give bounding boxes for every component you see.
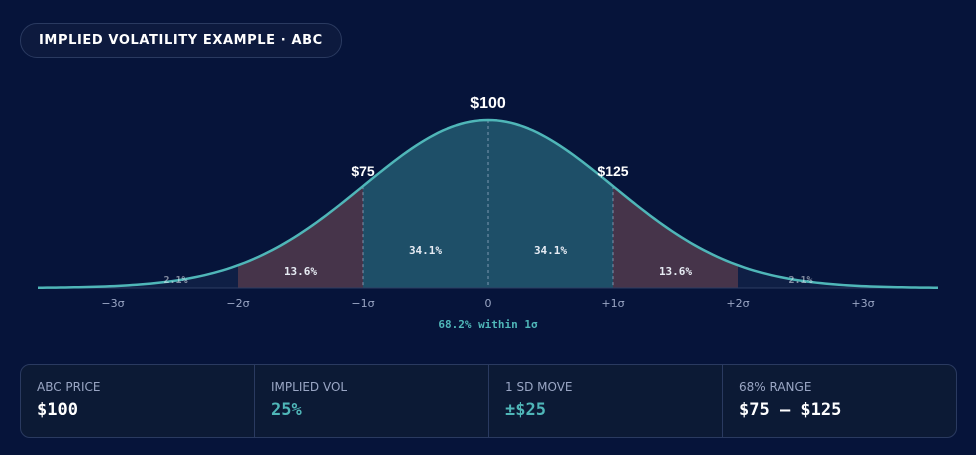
x-tick-label-2: −1σ — [351, 297, 374, 310]
x-axis-caption: 68.2% within 1σ — [438, 318, 538, 331]
x-tick-label-4: +1σ — [601, 297, 624, 310]
region-label-2: 34.1% — [409, 244, 442, 257]
chart-title: IMPLIED VOLATILITY EXAMPLE · ABC — [39, 33, 323, 48]
x-tick-label-1: −2σ — [226, 297, 249, 310]
x-tick-label-6: +3σ — [851, 297, 874, 310]
region-area-2 — [363, 120, 488, 288]
distribution-curve — [37, 118, 939, 289]
price-label-0: $75 — [351, 163, 375, 179]
stat-implied-vol: IMPLIED VOL 25% — [255, 365, 489, 437]
price-label-1: $100 — [470, 95, 506, 112]
stat-label: ABC PRICE — [37, 380, 101, 394]
x-tick-label-3: 0 — [485, 297, 492, 310]
stat-value: ±$25 — [505, 400, 546, 420]
stat-abc-price: ABC PRICE $100 — [21, 365, 255, 437]
price-label-2: $125 — [597, 163, 628, 179]
region-label-3: 34.1% — [534, 244, 567, 257]
stat-value: 25% — [271, 400, 302, 420]
x-tick-label-0: −3σ — [101, 297, 124, 310]
stat-value: $100 — [37, 400, 78, 420]
region-label-5: 2.1% — [788, 275, 812, 286]
region-label-1: 13.6% — [284, 265, 317, 278]
stat-label: 68% RANGE — [739, 380, 812, 394]
stat-sd-move: 1 SD MOVE ±$25 — [489, 365, 723, 437]
x-tick-label-5: +2σ — [726, 297, 749, 310]
stat-value: $75 – $125 — [739, 400, 842, 420]
region-area-5 — [738, 265, 863, 288]
region-area-0 — [113, 265, 238, 288]
stat-label: IMPLIED VOL — [271, 380, 348, 394]
region-area-3 — [488, 120, 613, 288]
region-label-0: 2.1% — [163, 275, 187, 286]
region-label-4: 13.6% — [659, 265, 692, 278]
stat-label: 1 SD MOVE — [505, 380, 573, 394]
chart-title-pill: IMPLIED VOLATILITY EXAMPLE · ABC — [20, 23, 342, 58]
stat-range: 68% RANGE $75 – $125 — [723, 365, 956, 437]
distribution-chart: 2.1% 13.6% 34.1% 34.1% 13.6% 2.1% $75 $100 $125 −… — [37, 95, 939, 331]
stats-panel: ABC PRICE $100 IMPLIED VOL 25% 1 SD MOVE… — [20, 364, 957, 438]
